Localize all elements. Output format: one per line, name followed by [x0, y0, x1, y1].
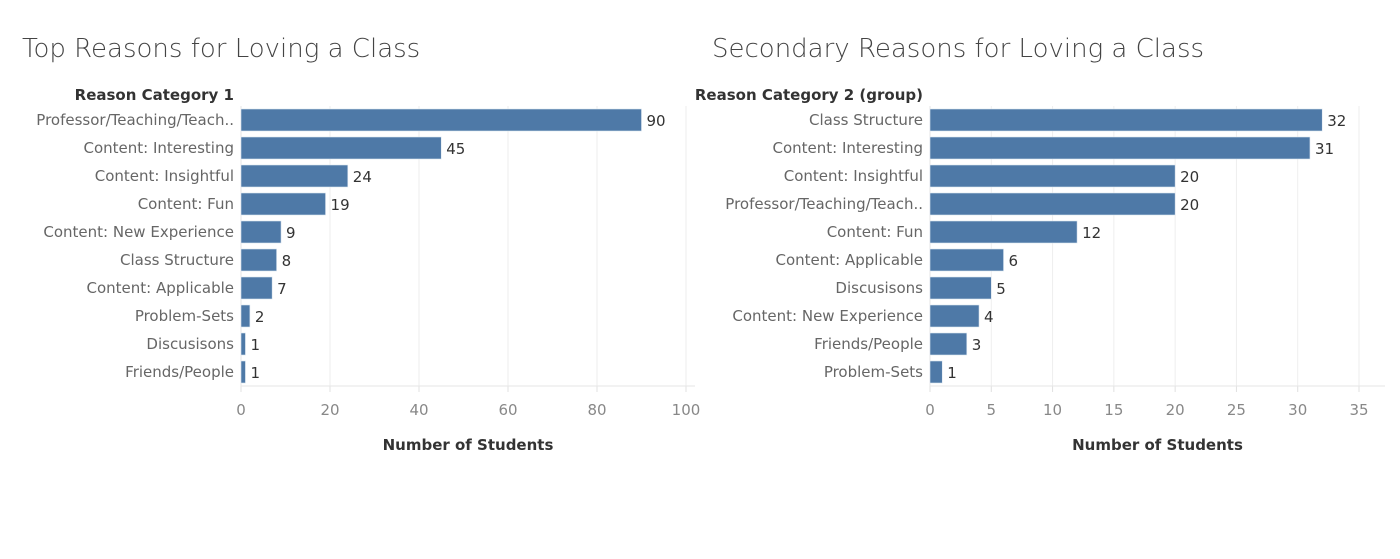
category-label: Professor/Teaching/Teach..: [725, 195, 923, 213]
bar: [240, 276, 273, 300]
category-label: Discusisons: [835, 279, 923, 297]
x-tick-label: 5: [987, 401, 997, 419]
data-label: 9: [286, 224, 296, 242]
chart-1: Top Reasons for Loving a Class Reason Cat…: [22, 34, 700, 454]
x-tick-label: 0: [236, 401, 246, 419]
category-label: Content: New Experience: [43, 223, 234, 241]
bar: [929, 192, 1176, 216]
category-label: Class Structure: [809, 111, 923, 129]
x-tick-label: 15: [1104, 401, 1123, 419]
category-header: Reason Category 1: [75, 86, 234, 104]
chart-title: Top Reasons for Loving a Class: [22, 34, 420, 64]
x-tick-label: 20: [1166, 401, 1185, 419]
bar: [929, 276, 992, 300]
category-label: Class Structure: [120, 251, 234, 269]
category-label: Content: Fun: [827, 223, 923, 241]
category-label: Friends/People: [814, 335, 923, 353]
data-label: 19: [331, 196, 350, 214]
data-label: 24: [353, 168, 372, 186]
bar: [240, 304, 251, 328]
category-header: Reason Category 2 (group): [695, 86, 923, 104]
category-label: Content: Insightful: [95, 167, 234, 185]
data-label: 6: [1009, 252, 1019, 270]
x-tick-label: 20: [320, 401, 339, 419]
category-label: Content: Applicable: [776, 251, 923, 269]
x-tick-label: 25: [1227, 401, 1246, 419]
bar: [929, 108, 1323, 132]
x-axis-title: Number of Students: [1072, 436, 1243, 454]
data-label: 1: [250, 364, 260, 382]
data-label: 31: [1315, 140, 1334, 158]
category-label: Problem-Sets: [824, 363, 923, 381]
data-label: 1: [250, 336, 260, 354]
data-label: 12: [1082, 224, 1101, 242]
category-label: Problem-Sets: [135, 307, 234, 325]
bar: [929, 164, 1176, 188]
x-tick-label: 80: [587, 401, 606, 419]
bar: [240, 248, 277, 272]
bar: [929, 220, 1078, 244]
x-tick-label: 0: [925, 401, 935, 419]
bar: [929, 332, 968, 356]
category-label: Content: Applicable: [87, 279, 234, 297]
x-tick-label: 30: [1288, 401, 1307, 419]
bar: [240, 360, 246, 384]
chart-2: Secondary Reasons for Loving a Class Reas…: [695, 34, 1385, 454]
bar: [240, 136, 442, 160]
data-label: 20: [1180, 168, 1199, 186]
data-label: 7: [277, 280, 287, 298]
bar: [929, 248, 1004, 272]
data-label: 8: [282, 252, 292, 270]
category-label: Content: Interesting: [773, 139, 923, 157]
bar: [240, 108, 642, 132]
bar: [929, 304, 980, 328]
bar: [240, 192, 326, 216]
bar: [929, 360, 943, 384]
x-tick-label: 40: [409, 401, 428, 419]
data-label: 90: [647, 112, 666, 130]
bar: [240, 220, 282, 244]
category-label: Content: Fun: [138, 195, 234, 213]
category-label: Content: Insightful: [784, 167, 923, 185]
x-tick-label: 60: [498, 401, 517, 419]
data-label: 5: [996, 280, 1006, 298]
category-label: Content: Interesting: [84, 139, 234, 157]
bar: [929, 136, 1311, 160]
category-label: Discusisons: [146, 335, 234, 353]
category-label: Professor/Teaching/Teach..: [36, 111, 234, 129]
data-label: 32: [1327, 112, 1346, 130]
x-axis-title: Number of Students: [383, 436, 554, 454]
category-label: Friends/People: [125, 363, 234, 381]
chart-title: Secondary Reasons for Loving a Class: [712, 34, 1204, 64]
data-label: 1: [947, 364, 957, 382]
bar: [240, 332, 246, 356]
data-label: 45: [446, 140, 465, 158]
bar: [240, 164, 349, 188]
x-tick-label: 35: [1349, 401, 1368, 419]
data-label: 3: [972, 336, 982, 354]
category-label: Content: New Experience: [732, 307, 923, 325]
data-label: 4: [984, 308, 994, 326]
x-tick-label: 100: [672, 401, 701, 419]
data-label: 20: [1180, 196, 1199, 214]
data-label: 2: [255, 308, 265, 326]
x-tick-label: 10: [1043, 401, 1062, 419]
